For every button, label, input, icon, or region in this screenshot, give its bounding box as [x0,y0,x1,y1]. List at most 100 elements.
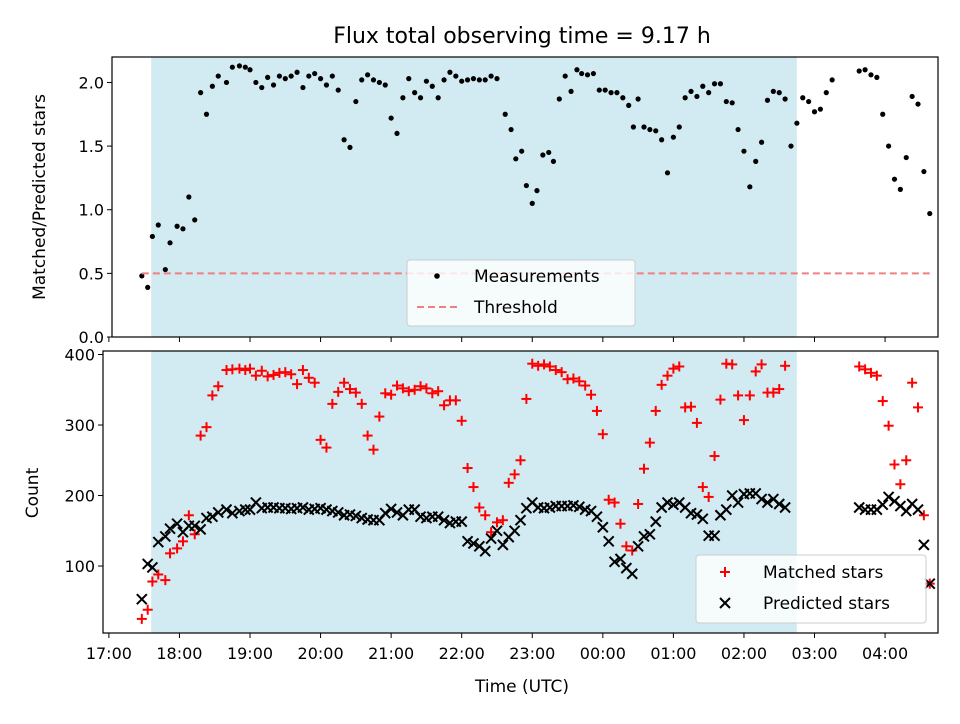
matched-stars-point [433,386,444,397]
predicted-stars-point [597,521,609,533]
x-tick-label: 20:00 [298,644,344,663]
top-y-tick-label: 1.5 [79,137,104,156]
matched-stars-point [456,415,467,426]
legend-measurements-marker [434,273,440,279]
chart-title: Flux total observing time = 9.17 h [333,24,711,49]
measurement-point [453,73,459,79]
matched-stars-point [491,517,502,528]
measurement-point [476,77,482,83]
x-tick-label: 22:00 [439,644,485,663]
measurement-point [312,70,318,77]
matched-stars-point [550,365,561,376]
measurement-point [788,143,794,149]
measurement-point [388,115,394,121]
measurement-point [174,223,180,229]
bottom-panel: 100 200 300 400 17:00 18:00 19:00 20:00 21:00 22:… [64,346,939,663]
predicted-stars-point [755,493,768,505]
legend-threshold-label: Threshold [473,298,558,318]
measurement-point [370,77,377,83]
matched-stars-point [515,455,526,466]
measurement-point [376,79,382,86]
measurement-point [162,266,168,273]
predicted-stars-point [573,501,586,513]
matched-stars-point [142,604,153,615]
measurement-point [447,69,453,75]
matched-stars-point [415,381,426,392]
matched-stars-point [339,377,350,388]
predicted-stars-point [882,491,895,503]
predicted-stars-point [691,508,703,521]
measurement-point [880,111,886,117]
measurement-point [209,83,215,89]
measurement-point [145,284,151,290]
predicted-stars-point [773,498,785,510]
matched-stars-point [509,469,520,480]
measurement-point [394,130,400,136]
measurement-point [579,70,585,77]
matched-stars-point [183,510,194,521]
predicted-stars-point [877,498,889,511]
legend-matched-marker [720,567,730,577]
predicted-stars-point [779,501,791,514]
predicted-stars-point [164,522,176,535]
measurement-point [706,90,712,96]
measurement-point [682,95,688,101]
measurement-point [329,73,335,79]
legend-predicted-marker [719,597,731,609]
measurement-point [335,87,341,93]
matched-stars-point [497,515,508,526]
measurement-point [253,79,259,86]
matched-stars-point [189,529,200,540]
top-panel: 0.0 0.5 1.0 1.5 2.0 [79,56,939,347]
matched-stars-point [303,372,314,383]
x-tick-label: 03:00 [791,644,837,663]
measurement-point [897,186,903,192]
measurement-point [323,82,330,88]
measurement-point [794,120,800,126]
predicted-stars-point [152,536,164,548]
matched-stars-point [568,373,579,384]
matched-stars-point [262,371,273,382]
matched-stars-point [738,415,749,426]
measurement-point [192,217,198,223]
measurement-point [198,90,204,96]
predicted-stars-point [720,503,733,516]
x-axis-label: Time (UTC) [474,677,569,697]
y-axis-label-bottom: Count [23,467,43,518]
predicted-stars-point [626,568,638,580]
measurement-point [800,95,806,101]
measurement-point [659,137,665,143]
measurement-point [441,77,447,83]
matched-stars-point [603,494,614,505]
measurement-point [574,67,580,73]
measurement-point [288,73,294,79]
measurement-point [365,72,371,78]
matched-stars-point [638,463,649,474]
matched-stars-point [780,360,791,371]
top-y-tick-label: 0.5 [79,264,104,283]
measurement-point [317,76,324,82]
matched-stars-point [774,384,785,395]
matched-stars-point [250,370,261,381]
x-tick-label: 04:00 [862,644,908,663]
bottom-axes-frame [102,350,939,634]
matched-stars-point [480,510,491,521]
matched-stars-point [147,576,158,587]
matched-stars-point [333,386,344,397]
measurement-point [139,273,145,279]
measurement-point [670,134,676,140]
measurement-point [596,87,602,93]
legend-matched-label: Matched stars [763,563,883,583]
measurement-point [602,87,608,93]
measurement-point [753,158,759,164]
matched-stars-point [574,376,585,387]
measurement-point [717,81,724,87]
matched-stars-point [539,359,550,370]
measurement-point [915,101,921,107]
matched-stars-point [177,536,188,547]
measurement-point [556,96,562,102]
measurement-point [417,95,424,101]
matched-stars-point [597,429,608,440]
measurement-point [406,76,412,82]
measurement-point [806,98,812,105]
